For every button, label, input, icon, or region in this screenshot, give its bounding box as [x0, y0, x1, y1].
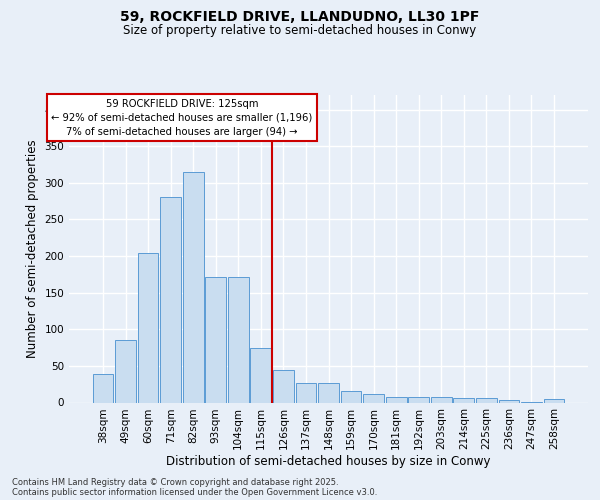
Bar [205, 276, 226, 402]
Bar [363, 394, 384, 402]
X-axis label: Distribution of semi-detached houses by size in Conwy: Distribution of semi-detached houses by … [166, 455, 491, 468]
Bar [183, 172, 203, 402]
Bar [296, 382, 316, 402]
Text: Size of property relative to semi-detached houses in Conwy: Size of property relative to semi-detach… [124, 24, 476, 37]
Bar [544, 399, 565, 402]
Bar [409, 398, 429, 402]
Bar [137, 253, 158, 402]
Bar [454, 398, 474, 402]
Bar [431, 398, 452, 402]
Text: Contains HM Land Registry data © Crown copyright and database right 2025.: Contains HM Land Registry data © Crown c… [12, 478, 338, 487]
Text: 59 ROCKFIELD DRIVE: 125sqm
← 92% of semi-detached houses are smaller (1,196)
7% : 59 ROCKFIELD DRIVE: 125sqm ← 92% of semi… [51, 98, 313, 136]
Bar [160, 198, 181, 402]
Bar [115, 340, 136, 402]
Bar [318, 382, 339, 402]
Text: Contains public sector information licensed under the Open Government Licence v3: Contains public sector information licen… [12, 488, 377, 497]
Bar [273, 370, 294, 402]
Bar [499, 400, 520, 402]
Bar [341, 391, 361, 402]
Bar [386, 396, 407, 402]
Bar [476, 398, 497, 402]
Bar [92, 374, 113, 402]
Bar [250, 348, 271, 403]
Y-axis label: Number of semi-detached properties: Number of semi-detached properties [26, 140, 39, 358]
Bar [228, 276, 248, 402]
Text: 59, ROCKFIELD DRIVE, LLANDUDNO, LL30 1PF: 59, ROCKFIELD DRIVE, LLANDUDNO, LL30 1PF [121, 10, 479, 24]
